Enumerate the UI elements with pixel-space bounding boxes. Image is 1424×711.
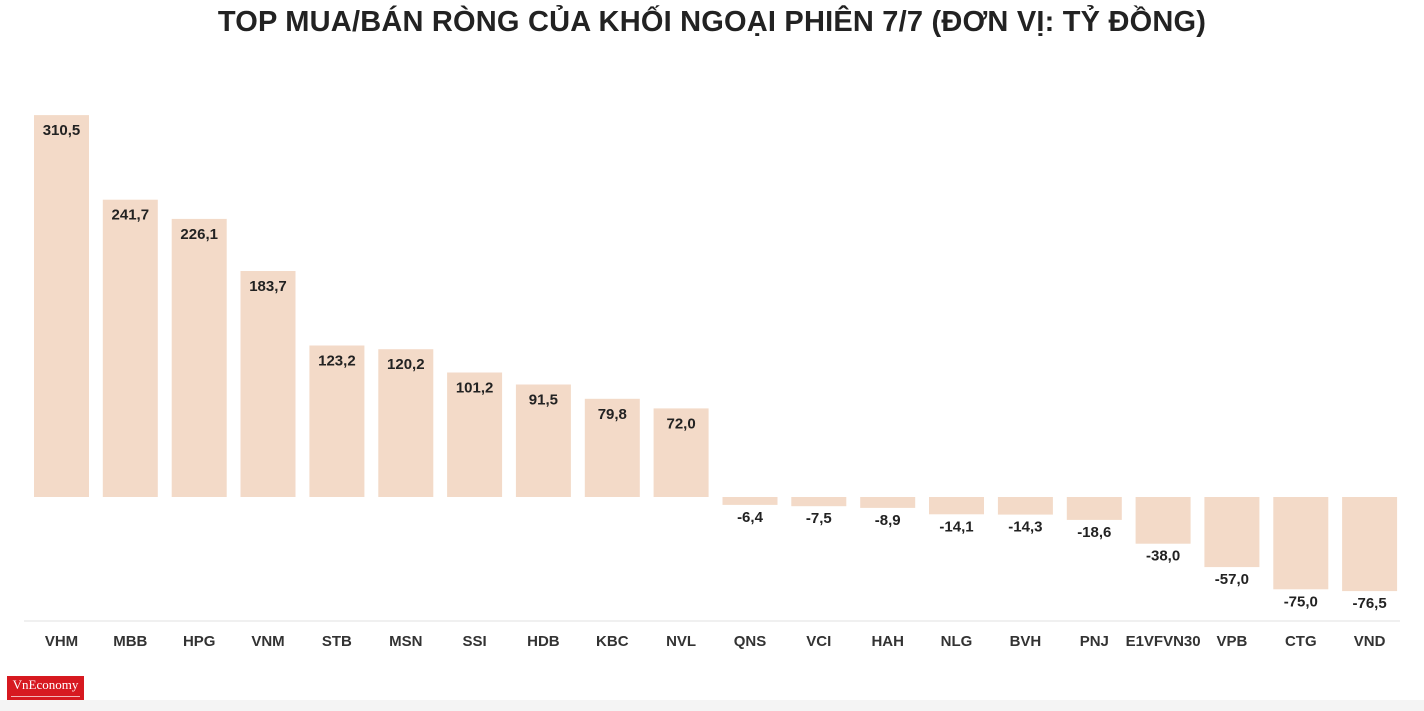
category-label-stb: STB (322, 633, 352, 650)
value-label-msn: 120,2 (387, 356, 425, 373)
category-label-ssi: SSI (463, 633, 487, 650)
bar-hdb (515, 384, 571, 497)
bar-bvh (997, 497, 1053, 515)
category-label-hah: HAH (871, 633, 904, 650)
footer-strip (0, 700, 1424, 711)
category-label-vpb: VPB (1216, 633, 1247, 650)
value-label-vpb: -57,0 (1215, 571, 1249, 588)
value-label-ssi: 101,2 (456, 380, 494, 397)
value-label-vnd: -76,5 (1352, 595, 1386, 612)
chart-title: TOP MUA/BÁN RÒNG CỦA KHỐI NGOẠI PHIÊN 7/… (217, 6, 1207, 38)
bar-hah (860, 497, 916, 508)
bar-mbb (102, 199, 158, 497)
value-label-qns: -6,4 (737, 509, 764, 526)
value-label-vci: -7,5 (806, 510, 832, 527)
vneconomy-logo: VnEconomy (7, 676, 84, 700)
bar-vci (791, 497, 847, 507)
bar-vhm (34, 115, 89, 497)
value-label-nlg: -14,1 (939, 518, 973, 535)
bar-vpb (1204, 497, 1260, 568)
category-label-mbb: MBB (113, 633, 147, 650)
value-label-vhm: 310,5 (43, 122, 81, 139)
value-label-pnj: -18,6 (1077, 524, 1111, 541)
category-labels: VHM MBB HPG VNM STB MSN SSI HDB KBC NVL QNS VCI HAH N… (45, 633, 1386, 650)
category-label-vci: VCI (806, 633, 831, 650)
bar-stb (309, 345, 365, 497)
category-label-msn: MSN (389, 633, 422, 650)
value-label-hdb: 91,5 (529, 392, 558, 409)
bar-pnj (1066, 497, 1122, 520)
category-label-kbc: KBC (596, 633, 629, 650)
category-label-pnj: PNJ (1080, 633, 1109, 650)
category-label-vnd: VND (1354, 633, 1386, 650)
category-label-nvl: NVL (666, 633, 696, 650)
bars-layer (34, 115, 1398, 592)
value-label-hpg: 226,1 (180, 226, 218, 243)
category-label-hpg: HPG (183, 633, 216, 650)
bar-vnd (1342, 497, 1398, 592)
category-label-hdb: HDB (527, 633, 560, 650)
category-label-ctg: CTG (1285, 633, 1317, 650)
bar-qns (722, 497, 778, 505)
labels-layer: 310,5 241,7 226,1 183,7 123,2 120,2 101,2 91,5 7… (43, 122, 1387, 612)
logo-underline (11, 696, 80, 697)
bar-hpg (171, 218, 227, 497)
category-label-qns: QNS (734, 633, 767, 650)
value-label-e1vfvn30: -38,0 (1146, 548, 1180, 565)
value-label-hah: -8,9 (875, 512, 901, 529)
category-label-bvh: BVH (1010, 633, 1042, 650)
category-label-e1vfvn30: E1VFVN30 (1126, 633, 1201, 650)
category-label-vhm: VHM (45, 633, 78, 650)
bar-nlg (929, 497, 984, 515)
value-label-stb: 123,2 (318, 353, 356, 370)
value-label-mbb: 241,7 (112, 207, 150, 224)
logo-text: VnEconomy (12, 677, 79, 692)
bar-vnm (240, 271, 296, 497)
value-label-kbc: 79,8 (598, 406, 627, 423)
value-label-ctg: -75,0 (1284, 593, 1318, 610)
value-label-bvh: -14,3 (1008, 519, 1042, 536)
bar-msn (378, 349, 434, 497)
bar-ctg (1273, 497, 1329, 590)
bar-nvl (653, 408, 709, 497)
category-label-vnm: VNM (251, 633, 284, 650)
value-label-vnm: 183,7 (249, 278, 287, 295)
value-label-nvl: 72,0 (666, 415, 695, 432)
category-label-nlg: NLG (941, 633, 973, 650)
bar-kbc (584, 398, 640, 497)
bar-e1vfvn30 (1135, 497, 1191, 544)
bar-ssi (447, 372, 503, 497)
